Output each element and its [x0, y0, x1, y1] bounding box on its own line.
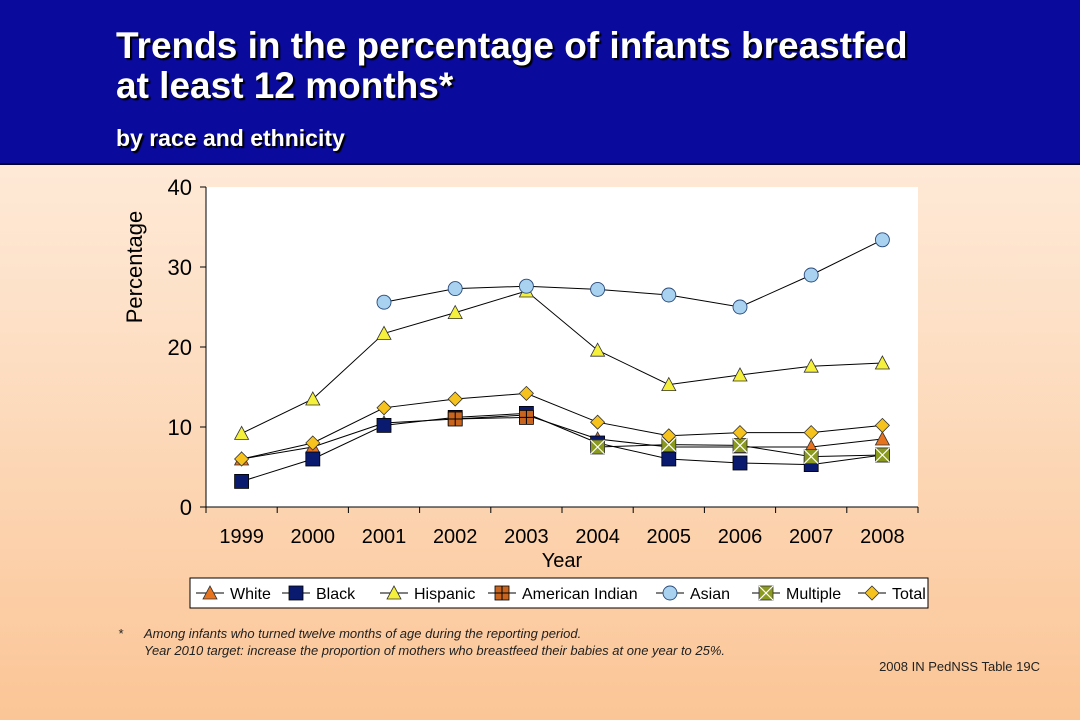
legend-label-asian: Asian — [690, 586, 730, 603]
y-tick-label: 40 — [168, 175, 192, 200]
point-hispanic — [376, 325, 392, 340]
point-hispanic — [589, 342, 606, 357]
legend-marker-hispanic — [386, 585, 402, 600]
point-total — [661, 428, 677, 444]
point-multiple-x — [803, 449, 819, 465]
y-tick-label: 10 — [168, 415, 192, 440]
series-line-white — [241, 414, 883, 460]
point-hispanic — [874, 355, 891, 370]
point-total — [518, 385, 534, 401]
legend-label-american-indian: American Indian — [522, 586, 638, 603]
point-black — [732, 455, 748, 471]
point-hispanic — [732, 367, 748, 382]
point-asian — [874, 232, 890, 248]
point-multiple-x — [590, 439, 606, 455]
point-total — [305, 435, 321, 451]
y-tick-label: 0 — [180, 495, 192, 520]
y-tick-label: 20 — [168, 335, 192, 360]
point-hispanic — [233, 425, 250, 440]
point-black — [234, 473, 250, 489]
point-american-indian-cross — [519, 410, 534, 425]
footnote-line-2: Year 2010 target: increase the proportio… — [144, 643, 726, 658]
point-black — [661, 451, 677, 467]
x-tick-label: 2002 — [433, 526, 478, 548]
legend — [189, 577, 929, 609]
legend-marker-asian — [662, 585, 678, 601]
point-white — [874, 431, 891, 446]
point-total — [732, 425, 748, 441]
point-asian — [661, 287, 677, 303]
legend-marker-multiple-x — [758, 585, 774, 601]
point-asian — [518, 278, 534, 294]
point-multiple-x — [732, 437, 748, 453]
point-american-indian-cross — [448, 412, 463, 426]
point-hispanic — [661, 376, 677, 392]
footnote-marker: * — [118, 626, 124, 641]
footnote: * Among infants who turned twelve months… — [118, 625, 725, 659]
legend-marker-american-indian-cross — [495, 586, 509, 600]
point-asian — [447, 281, 463, 297]
title-line-2: at least 12 months* — [116, 65, 454, 106]
series-line-american-indian — [455, 416, 527, 420]
footnote-line-1: Among infants who turned twelve months o… — [144, 626, 582, 641]
point-total — [447, 391, 463, 407]
source-note: 2008 IN PedNSS Table 19C — [879, 659, 1040, 674]
point-total — [234, 451, 250, 467]
x-tick-label: 2003 — [504, 526, 549, 548]
y-tick-label: 30 — [168, 255, 192, 280]
legend-label-white: White — [230, 586, 271, 603]
point-black — [305, 451, 321, 467]
y-axis-title: Percentage — [122, 211, 147, 324]
x-tick-label: 2006 — [718, 526, 763, 548]
legend-marker-white — [202, 585, 218, 600]
point-hispanic — [447, 304, 463, 320]
point-total — [376, 400, 392, 416]
point-asian — [803, 267, 819, 283]
point-asian — [732, 299, 748, 315]
legend-marker-black — [288, 585, 304, 601]
point-hispanic — [305, 391, 321, 406]
point-total — [803, 425, 819, 441]
series-line-black — [241, 412, 883, 482]
series-line-hispanic — [241, 290, 883, 434]
x-tick-label: 2005 — [647, 526, 692, 548]
x-tick-label: 2004 — [575, 526, 620, 548]
page-title: Trends in the percentage of infants brea… — [116, 26, 908, 106]
point-total — [590, 414, 606, 430]
point-multiple-x — [874, 447, 890, 463]
x-tick-label: 1999 — [219, 526, 264, 548]
title-line-1: Trends in the percentage of infants brea… — [116, 25, 908, 66]
point-total — [874, 417, 890, 433]
point-hispanic — [803, 358, 819, 373]
line-chart: 0 10 20 30 40 1999 2000 2001 2002 2003 2004 2005 200… — [122, 175, 929, 609]
x-tick-label: 2007 — [789, 526, 834, 548]
title-banner: Trends in the percentage of infants brea… — [0, 0, 1080, 165]
point-asian — [376, 294, 392, 310]
legend-label-hispanic: Hispanic — [414, 586, 475, 603]
page-subtitle: by race and ethnicity — [116, 125, 345, 151]
x-axis-title: Year — [542, 550, 583, 572]
legend-label-multiple: Multiple — [786, 586, 841, 603]
x-tick-label: 2000 — [291, 526, 336, 548]
x-tick-label: 2008 — [860, 526, 905, 548]
point-black — [376, 417, 392, 433]
legend-label-total: Total — [892, 586, 926, 603]
series-line-asian — [383, 239, 883, 308]
x-tick-label: 2001 — [362, 526, 407, 548]
point-asian — [590, 281, 606, 297]
series-line-total — [241, 392, 883, 460]
point-multiple-x — [661, 437, 677, 453]
legend-label-black: Black — [316, 586, 356, 603]
legend-marker-total — [864, 585, 880, 601]
